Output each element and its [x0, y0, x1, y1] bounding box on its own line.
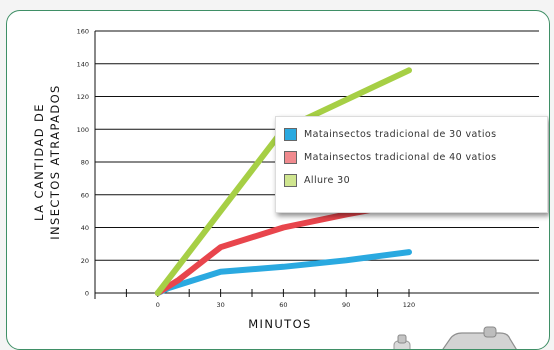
y-axis-label-line-1: LA CANTIDAD DE	[32, 103, 46, 221]
y-tick-label: 40	[81, 224, 89, 232]
legend-swatch	[284, 174, 297, 187]
tick-labels: 0 20 40 60 80 100 120 140 160 0 30 60 90 120	[77, 28, 416, 310]
legend-label: Allure 30	[304, 175, 351, 186]
chart-card: 0 20 40 60 80 100 120 140 160 0 30 60 90 120 MINUTOS …	[6, 10, 550, 350]
legend-item: Matainsectos tradicional de 40 vatios	[284, 146, 539, 169]
x-tick-label: 0	[156, 301, 160, 309]
x-axis-label: MINUTOS	[248, 317, 312, 331]
y-tick-label: 100	[77, 126, 89, 134]
legend-label: Matainsectos tradicional de 40 vatios	[304, 152, 497, 163]
y-tick-label: 140	[77, 60, 89, 68]
legend-swatch	[284, 128, 297, 141]
legend-label: Matainsectos tradicional de 30 vatios	[304, 129, 497, 140]
y-axis-label-line-2: INSECTOS ATRAPADOS	[48, 84, 62, 240]
legend-item: Matainsectos tradicional de 30 vatios	[284, 123, 539, 146]
legend-swatch	[284, 151, 297, 164]
x-tick-label: 30	[216, 301, 224, 309]
legend: Matainsectos tradicional de 30 vatios Ma…	[275, 116, 548, 213]
y-tick-label: 60	[81, 191, 89, 199]
bug-zapper-device-illustration	[393, 326, 517, 349]
y-tick-label: 0	[85, 290, 89, 298]
x-tick-label: 60	[279, 301, 287, 309]
y-tick-label: 20	[81, 257, 89, 265]
series-line	[154, 249, 412, 296]
x-tick-label: 120	[403, 301, 415, 309]
x-tick-label: 90	[342, 301, 350, 309]
y-tick-label: 120	[77, 93, 89, 101]
legend-item: Allure 30	[284, 169, 539, 192]
y-tick-label: 160	[77, 28, 89, 36]
y-tick-label: 80	[81, 159, 89, 167]
